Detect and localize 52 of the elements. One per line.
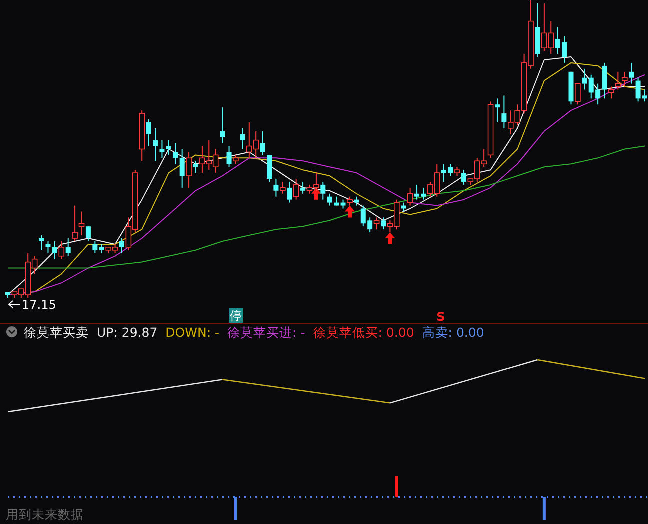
- candlestick: [267, 154, 272, 182]
- candlestick: [602, 62, 608, 100]
- candlestick: [226, 146, 232, 168]
- candlestick: [240, 128, 246, 150]
- candlestick: [582, 68, 588, 90]
- candlestick: [86, 226, 91, 242]
- candlestick: [293, 178, 300, 200]
- candlestick: [66, 238, 71, 257]
- candlestick: [119, 238, 124, 254]
- candlestick: [193, 160, 198, 174]
- annotation: 17.15: [22, 298, 56, 312]
- candlestick: [327, 193, 332, 206]
- candlestick: [173, 142, 178, 165]
- candlestick: [52, 240, 58, 260]
- text: S: [436, 310, 446, 324]
- annotation: 用到未来数据: [6, 507, 84, 522]
- candlestick: [622, 71, 628, 88]
- candlestick: [280, 181, 286, 194]
- candlestick: [166, 140, 172, 156]
- text: 停: [230, 309, 242, 323]
- candlestick: [608, 86, 614, 100]
- candlestick: [287, 181, 292, 204]
- candlestick: [58, 240, 65, 260]
- candlestick: [407, 187, 414, 206]
- candlestick: [300, 181, 306, 194]
- candlestick: [575, 83, 581, 106]
- candlestick: [274, 178, 279, 198]
- candlestick: [220, 107, 226, 144]
- candlestick: [374, 217, 380, 230]
- text: 徐莫苹低买: 0.00: [313, 325, 414, 340]
- chart-title: 徐莫苹买卖: [24, 325, 89, 340]
- candlestick: [494, 98, 500, 123]
- candlestick: [46, 240, 51, 254]
- candlestick: [153, 128, 158, 162]
- candlestick: [320, 181, 326, 200]
- text: UP: 29.87: [97, 325, 158, 340]
- text: 徐莫苹买进: -: [228, 325, 306, 340]
- candlestick: [146, 119, 152, 147]
- candlestick: [260, 130, 266, 156]
- candlestick: [39, 235, 44, 251]
- candlestick: [72, 205, 78, 242]
- candlestick: [615, 71, 622, 90]
- candlestick: [78, 211, 85, 236]
- candlestick: [92, 240, 98, 254]
- text: 高卖: 0.00: [422, 325, 484, 340]
- candlestick: [502, 95, 507, 129]
- candlestick: [380, 217, 386, 230]
- candlestick: [461, 170, 466, 186]
- candlestick: [186, 152, 192, 188]
- candlestick: [180, 148, 185, 188]
- text: DOWN: -: [166, 325, 220, 340]
- candlestick: [629, 62, 634, 84]
